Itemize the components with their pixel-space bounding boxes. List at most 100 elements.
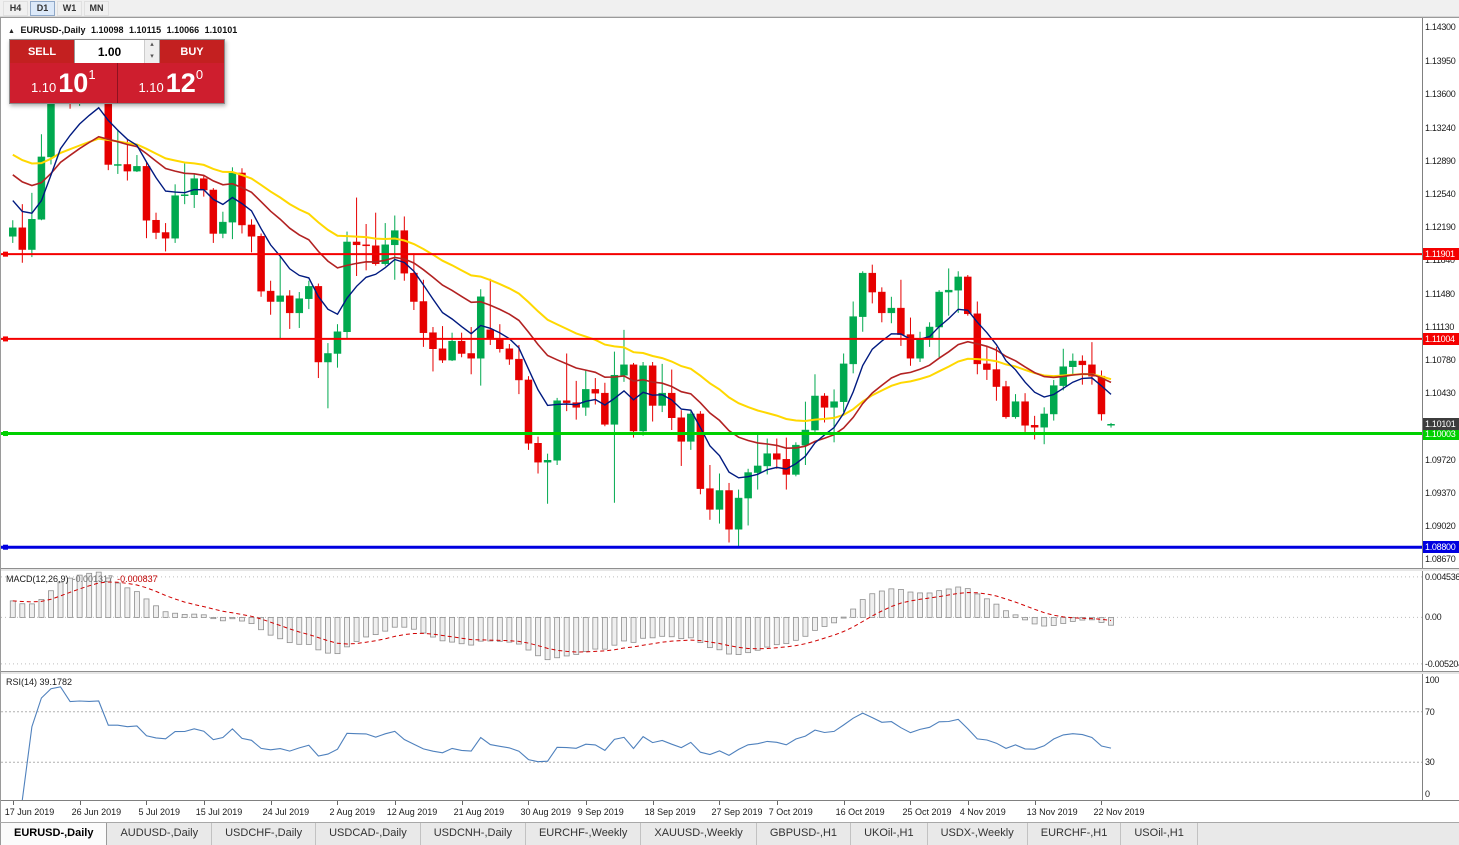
rsi-axis-label: 100 bbox=[1425, 675, 1440, 685]
price-axis-label: 1.10780 bbox=[1425, 355, 1456, 366]
date-label: 27 Sep 2019 bbox=[711, 807, 763, 817]
rsi-axis-label: 70 bbox=[1425, 706, 1435, 717]
panel-splitter[interactable] bbox=[1, 568, 1459, 571]
macd-panel: MACD(12,26,9) -0.001317 -0.000837 0.004536… bbox=[1, 571, 1459, 671]
price-divider bbox=[116, 63, 118, 103]
chart-tabs-bar: EURUSD-,Daily AUDUSD-,Daily USDCHF-,Daily U… bbox=[0, 822, 1459, 845]
ohlc-high: 1.10115 bbox=[129, 25, 162, 35]
collapse-arrow-icon[interactable]: ▲ bbox=[8, 28, 15, 35]
date-label: 22 Nov 2019 bbox=[1093, 807, 1145, 817]
chart-tab[interactable]: GBPUSD-,H1 bbox=[756, 823, 852, 845]
buy-price-big: 12 bbox=[165, 68, 196, 98]
macd-signal-value: -0.000837 bbox=[117, 574, 158, 584]
date-tick bbox=[1101, 801, 1102, 805]
price-line-label: 1.08800 bbox=[1423, 541, 1459, 554]
date-tick bbox=[844, 801, 845, 805]
date-tick bbox=[719, 801, 720, 805]
price-axis-label: 1.09720 bbox=[1425, 455, 1456, 466]
date-label: 26 Jun 2019 bbox=[71, 807, 122, 817]
date-label: 16 Oct 2019 bbox=[835, 807, 885, 817]
panel-splitter[interactable] bbox=[1, 671, 1459, 674]
rsi-axis-label: 30 bbox=[1425, 757, 1435, 768]
buy-price-prefix: 1.10 bbox=[138, 79, 164, 95]
sell-price-sup: 1 bbox=[88, 67, 96, 82]
chart-tab[interactable]: USDCAD-,Daily bbox=[316, 823, 421, 845]
volume-input[interactable] bbox=[75, 40, 144, 63]
chart-window: ▲ EURUSD-,Daily 1.10098 1.10115 1.10066 … bbox=[0, 17, 1459, 823]
chart-tab[interactable]: XAUUSD-,Weekly bbox=[641, 823, 757, 845]
date-tick bbox=[777, 801, 778, 805]
chart-tab[interactable]: USDCNH-,Daily bbox=[420, 823, 526, 845]
buy-price[interactable]: 1.10 12 0 bbox=[118, 63, 225, 103]
volume-spinner: ▴ ▾ bbox=[144, 40, 159, 63]
ohlc-close: 1.10101 bbox=[204, 25, 238, 35]
spinner-up-icon[interactable]: ▴ bbox=[145, 40, 159, 52]
ohlc-open: 1.10098 bbox=[90, 25, 124, 35]
price-axis: 1.14300 1.13950 1.13600 1.13240 1.12890 1.125… bbox=[1422, 18, 1459, 568]
timeframe-button-mn[interactable]: MN bbox=[84, 0, 109, 16]
candlestick-chart[interactable] bbox=[1, 18, 1422, 568]
price-axis-label: 1.11480 bbox=[1425, 288, 1455, 299]
chart-tab[interactable]: EURCHF-,H1 bbox=[1027, 823, 1122, 845]
sell-price[interactable]: 1.10 10 1 bbox=[10, 63, 117, 103]
macd-chart[interactable] bbox=[1, 571, 1422, 671]
price-axis-label: 1.12540 bbox=[1425, 188, 1456, 199]
chart-tab[interactable]: EURCHF-,Weekly bbox=[525, 823, 642, 845]
timeframe-button-w1[interactable]: W1 bbox=[57, 0, 82, 16]
macd-axis-label: 0.00 bbox=[1425, 612, 1442, 623]
chart-tab[interactable]: USDX-,Weekly bbox=[927, 823, 1028, 845]
ohlc-low: 1.10066 bbox=[166, 25, 200, 35]
date-label: 7 Oct 2019 bbox=[768, 807, 813, 817]
date-tick bbox=[80, 801, 81, 805]
date-label: 13 Nov 2019 bbox=[1026, 807, 1078, 817]
sell-button[interactable]: SELL bbox=[10, 40, 74, 63]
price-axis-label: 1.08670 bbox=[1425, 554, 1456, 565]
price-axis-label: 1.14300 bbox=[1425, 22, 1456, 33]
date-label: 17 Jun 2019 bbox=[4, 807, 55, 817]
sell-price-prefix: 1.10 bbox=[30, 79, 57, 95]
price-axis-label: 1.13950 bbox=[1425, 55, 1456, 66]
date-tick bbox=[653, 801, 654, 805]
price-line-label: 1.10003 bbox=[1423, 427, 1459, 440]
chart-tab[interactable]: AUDUSD-,Daily bbox=[107, 823, 213, 845]
chart-tab[interactable]: USOil-,H1 bbox=[1121, 823, 1198, 845]
timeframe-button-d1[interactable]: D1 bbox=[30, 0, 55, 16]
price-axis-label: 1.09020 bbox=[1425, 521, 1456, 532]
chart-tab[interactable]: UKOil-,H1 bbox=[851, 823, 928, 845]
date-tick bbox=[271, 801, 272, 805]
main-chart-panel: ▲ EURUSD-,Daily 1.10098 1.10115 1.10066 … bbox=[1, 18, 1459, 568]
date-tick bbox=[968, 801, 969, 805]
chart-tab[interactable]: USDCHF-,Daily bbox=[212, 823, 317, 845]
date-tick bbox=[910, 801, 911, 805]
rsi-value: 39.1782 bbox=[39, 677, 73, 687]
date-label: 2 Aug 2019 bbox=[329, 807, 376, 817]
date-label: 18 Sep 2019 bbox=[644, 807, 696, 817]
spinner-down-icon[interactable]: ▾ bbox=[145, 51, 159, 63]
price-axis-label: 1.13240 bbox=[1425, 122, 1456, 133]
date-label: 30 Aug 2019 bbox=[520, 807, 572, 817]
macd-axis-label: 0.004536 bbox=[1425, 572, 1459, 582]
price-axis-label: 1.10430 bbox=[1425, 388, 1456, 399]
rsi-label: RSI(14) 39.1782 bbox=[6, 677, 72, 687]
chart-symbol-label: EURUSD-,Daily bbox=[20, 25, 86, 35]
price-axis-label: 1.12190 bbox=[1425, 221, 1456, 232]
rsi-name: RSI(14) bbox=[6, 677, 38, 687]
rsi-chart[interactable] bbox=[1, 674, 1422, 800]
date-label: 24 Jul 2019 bbox=[262, 807, 310, 817]
macd-axis-label: -0.005204 bbox=[1425, 658, 1459, 669]
buy-button[interactable]: BUY bbox=[160, 40, 224, 63]
chart-tab[interactable]: EURUSD-,Daily bbox=[0, 823, 108, 845]
price-axis-label: 1.09370 bbox=[1425, 488, 1456, 499]
sell-price-big: 10 bbox=[58, 68, 89, 98]
date-tick bbox=[337, 801, 338, 805]
volume-box: ▴ ▾ bbox=[74, 40, 160, 63]
date-tick bbox=[204, 801, 205, 805]
timeframe-button-h4[interactable]: H4 bbox=[3, 0, 28, 16]
timeframe-toolbar: H4 D1 W1 MN bbox=[0, 0, 1459, 17]
one-click-trading-widget: SELL ▴ ▾ BUY 1.10 10 1 bbox=[9, 39, 225, 104]
date-label: 9 Sep 2019 bbox=[577, 807, 624, 817]
price-axis-label: 1.12890 bbox=[1425, 155, 1456, 166]
price-line-label: 1.11901 bbox=[1423, 248, 1459, 261]
chart-header: ▲ EURUSD-,Daily 1.10098 1.10115 1.10066 … bbox=[8, 25, 240, 35]
date-label: 15 Jul 2019 bbox=[195, 807, 243, 817]
